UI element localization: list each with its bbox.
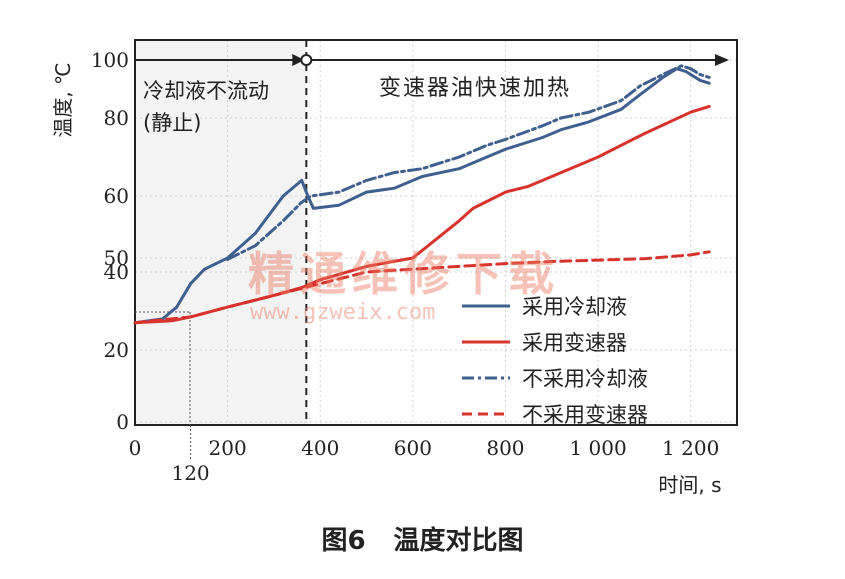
plot-frame xyxy=(134,39,738,426)
caption-title: 温度对比图 xyxy=(393,526,524,556)
legend-label-1: 采用冷却液 xyxy=(522,295,627,319)
series-line-3 xyxy=(226,64,711,261)
legend-label-4: 不采用变速器 xyxy=(522,403,648,427)
y-tick-label: 80 xyxy=(104,106,129,130)
x-tick-label: 800 xyxy=(486,436,524,460)
legend-label-2: 采用变速器 xyxy=(522,331,627,355)
figure-caption: 图6 温度对比图 xyxy=(0,520,845,557)
phase1-shade xyxy=(135,40,307,425)
y-tick-label: 100 xyxy=(91,48,129,72)
y-tick-label: 40 xyxy=(104,260,129,284)
y-tick-label: 50 xyxy=(104,246,129,270)
annotation-phase1-sub: (静止) xyxy=(143,111,201,135)
annotation-phase1: 冷却液不流动 xyxy=(143,79,269,103)
phase-marker xyxy=(300,54,313,66)
y-axis-title: 温度, ℃ xyxy=(51,62,75,137)
series-line-1 xyxy=(133,67,711,325)
x-tick-label: 200 xyxy=(209,436,247,460)
y-tick-label: 0 xyxy=(116,410,129,434)
x-axis-title: 时间, s xyxy=(658,473,721,497)
y-tick-label: 60 xyxy=(104,184,129,208)
y-tick-label: 20 xyxy=(104,338,129,362)
annotation-phase2: 变速器油快速加热 xyxy=(379,76,571,101)
caption-figure-number: 图6 xyxy=(321,526,366,556)
x-tick-label: 1 200 xyxy=(662,436,719,460)
x-tick-label: 600 xyxy=(394,436,432,460)
x-tick-label-extra: 120 xyxy=(171,461,209,485)
timeline-arrowhead-mid xyxy=(292,54,305,66)
x-tick-label: 0 xyxy=(129,436,142,460)
x-tick-label: 400 xyxy=(301,436,339,460)
series-line-4 xyxy=(133,250,711,325)
legend-label-3: 不采用冷却液 xyxy=(522,367,648,391)
timeline-arrowhead-end xyxy=(715,54,729,66)
x-tick-label: 1 000 xyxy=(569,436,626,460)
